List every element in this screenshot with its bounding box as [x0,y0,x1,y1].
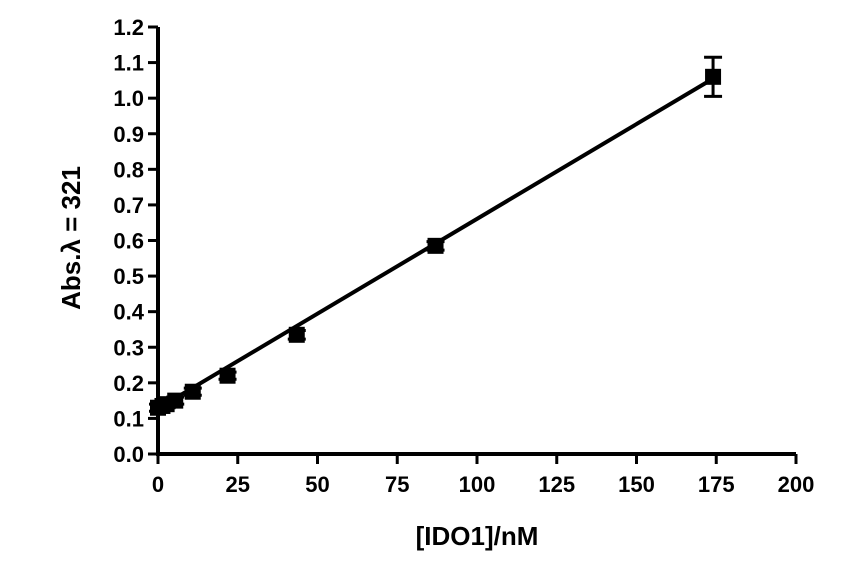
y-tick-label: 0.5 [113,264,144,289]
y-tick-label: 0.8 [113,157,144,182]
x-axis-title: [IDO1]/nM [416,521,539,551]
data-point-marker [427,237,444,254]
y-tick-label: 1.1 [113,51,144,76]
y-tick-label: 1.2 [113,15,144,40]
y-tick-label: 0.3 [113,335,144,360]
x-tick-label: 0 [152,472,164,497]
data-point-marker [184,383,201,400]
y-tick-label: 0.0 [113,442,144,467]
y-tick-label: 0.7 [113,193,144,218]
y-tick-label: 0.2 [113,371,144,396]
data-point-marker [288,326,305,343]
axes [156,27,796,456]
y-axis-title: Abs.λ = 321 [56,166,86,310]
x-tick-label: 175 [698,472,735,497]
y-tick-label: 1.0 [113,86,144,111]
y-tick-label: 0.1 [113,406,144,431]
data-point-marker [167,392,184,409]
x-tick-label: 150 [618,472,655,497]
data-point-marker [219,367,236,384]
data-point-marker [705,68,722,85]
x-tick-label: 75 [385,472,409,497]
x-tick-label: 50 [305,472,329,497]
y-tick-label: 0.6 [113,229,144,254]
x-tick-label: 200 [778,472,815,497]
x-tick-label: 25 [226,472,250,497]
y-tick-label: 0.4 [113,300,144,325]
data-points [149,55,723,416]
x-tick-label: 125 [538,472,575,497]
y-tick-label: 0.9 [113,122,144,147]
x-tick-label: 100 [459,472,496,497]
y-ticks: 0.0 0.1 0.2 0.3 0.4 0.5 0.6 0.7 0.8 0.9 1.0 1.1 1.2 [113,15,158,467]
x-ticks: 0 25 50 75 100 125 150 175 200 [152,454,814,497]
